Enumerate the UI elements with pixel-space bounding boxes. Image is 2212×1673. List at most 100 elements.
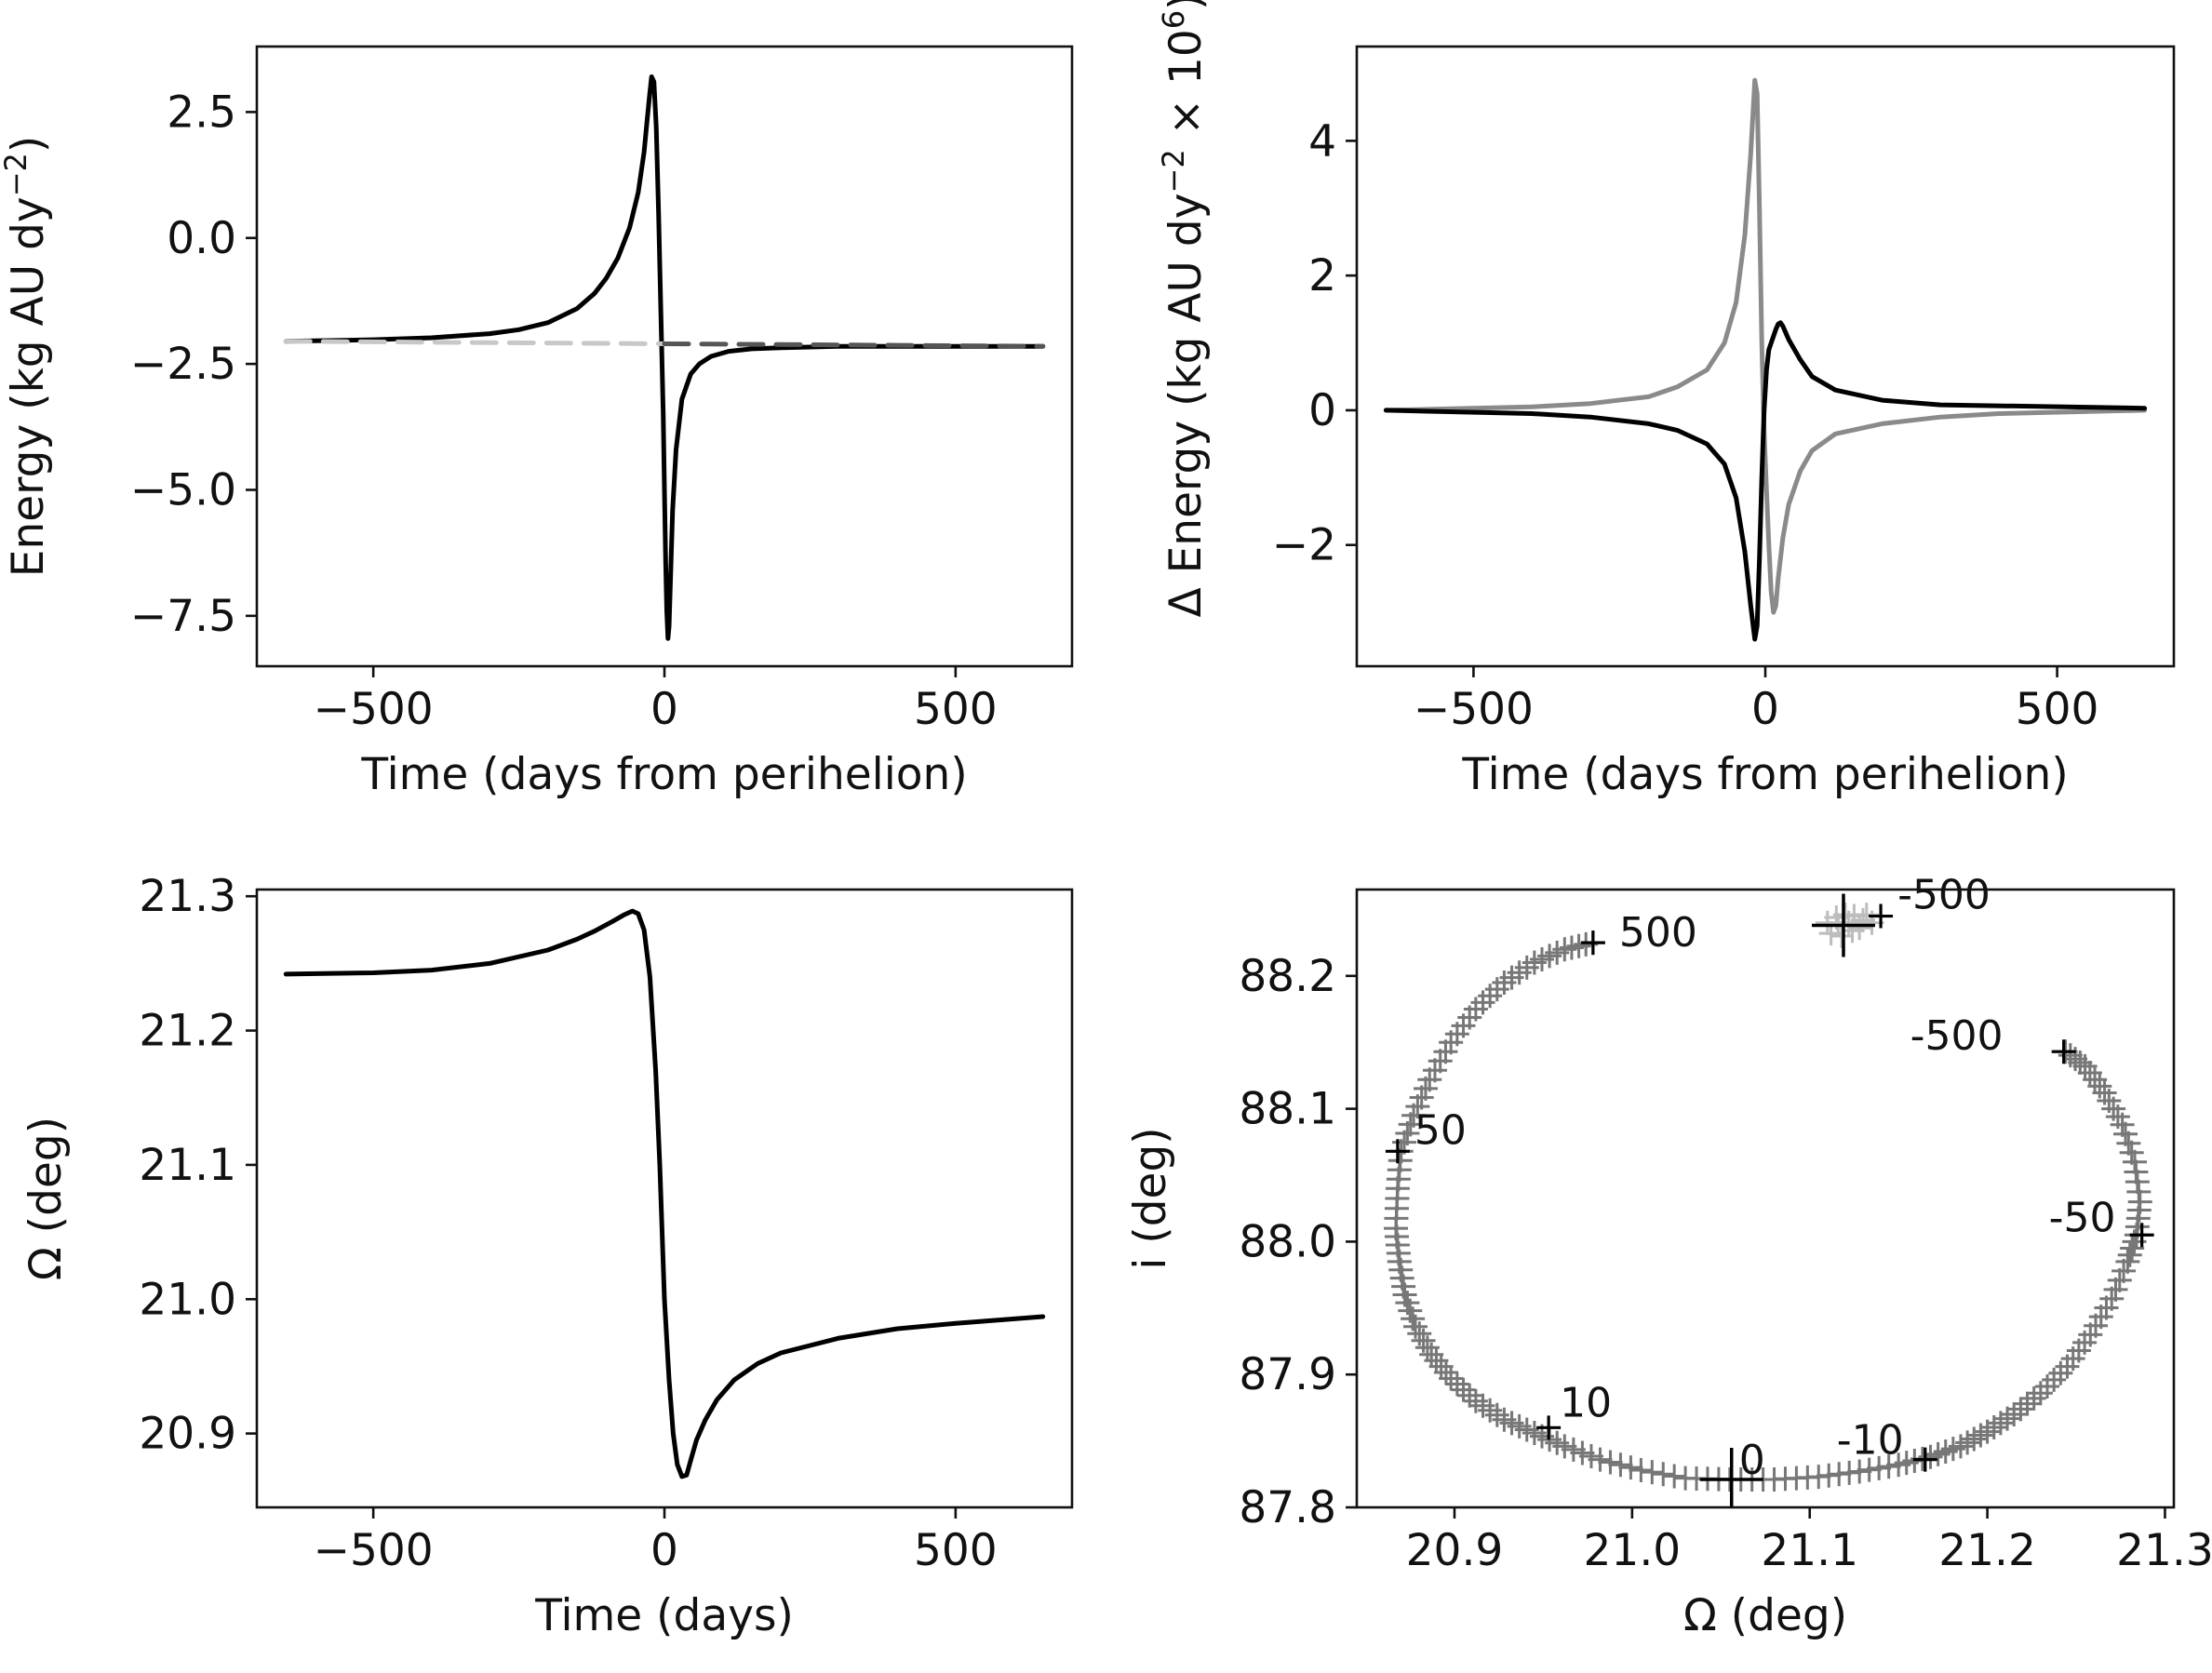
scatter-point bbox=[1536, 1415, 1562, 1440]
scatter-point bbox=[1559, 935, 1584, 960]
scatter-point bbox=[1640, 1460, 1665, 1485]
plot-area bbox=[283, 908, 1046, 1479]
y-tick-label: 87.8 bbox=[1239, 1482, 1336, 1533]
y-tick-label: 21.1 bbox=[139, 1140, 236, 1191]
y-axis-label-ylabel_mid: × 10 bbox=[1160, 29, 1212, 149]
annotation-label: 500 bbox=[1619, 909, 1697, 957]
scatter-point bbox=[1968, 1423, 1993, 1448]
annotation-label: -10 bbox=[1837, 1417, 1904, 1465]
scatter-point bbox=[1629, 1458, 1654, 1483]
scatter-point bbox=[2087, 1074, 2112, 1099]
x-tick-label: 500 bbox=[914, 684, 998, 735]
y-tick-label: −2 bbox=[1272, 520, 1336, 571]
series-delta-energy-0 bbox=[1383, 77, 2148, 615]
panel-omega-inclination: 500 -500 -500 50 -50 10 -10 0 20.9 21.0 21.1 21.2 21… bbox=[1125, 872, 2212, 1641]
y-tick-label: −5.0 bbox=[130, 464, 236, 515]
x-tick-label: 20.9 bbox=[1406, 1525, 1504, 1576]
x-tick-label: 500 bbox=[914, 1525, 998, 1576]
axes-frame bbox=[1355, 888, 2176, 1509]
scatter-point bbox=[1499, 965, 1524, 990]
x-tick-label: 21.2 bbox=[1938, 1525, 2036, 1576]
x-tick-label: −500 bbox=[314, 684, 434, 735]
annotation-label: 50 bbox=[1414, 1106, 1467, 1154]
y-tick-label: 21.3 bbox=[139, 871, 236, 922]
scatter-point bbox=[1578, 1444, 1603, 1469]
y-tick-label: 2 bbox=[1308, 250, 1336, 301]
x-tick-label: 0 bbox=[650, 1525, 678, 1576]
scatter-point bbox=[2117, 1242, 2142, 1267]
x-tick-label: 21.1 bbox=[1761, 1525, 1858, 1576]
panel-energy: −500 0 500 2.5 0.0 −2.5 −5.0 −7.5 Time (days fro… bbox=[0, 45, 1074, 800]
y-axis-label-ylabel_sup: −2 bbox=[0, 153, 34, 196]
y-tick-label: 88.2 bbox=[1239, 951, 1336, 1002]
scatter-point bbox=[1428, 1354, 1454, 1379]
scatter-point bbox=[1470, 990, 1495, 1015]
scatter-point bbox=[1981, 1414, 2006, 1439]
panel-delta-energy: −500 0 500 4 2 0 −2 Time (days from perihelion)… bbox=[1156, 0, 2176, 800]
scatter-point bbox=[1847, 916, 1872, 941]
y-tick-label: 87.9 bbox=[1239, 1349, 1336, 1400]
annotation-label: -500 bbox=[1897, 872, 1991, 919]
y-tick-label: −2.5 bbox=[130, 339, 236, 390]
scatter-point bbox=[1795, 1465, 1820, 1490]
scatter-point bbox=[1857, 1457, 1882, 1482]
scatter-point bbox=[2048, 1360, 2073, 1385]
series-omega-inclination-0 bbox=[1383, 930, 2152, 1492]
scatter-point bbox=[2051, 1039, 2076, 1064]
scatter-point bbox=[1995, 1406, 2020, 1431]
scatter-point bbox=[1391, 1274, 1416, 1299]
scatter-point bbox=[1940, 1437, 1965, 1462]
y-axis-label-ylabel: Δ Energy (kg AU dy bbox=[1160, 193, 1212, 617]
y-tick-label: 0 bbox=[1308, 385, 1336, 436]
y-axis-label: Energy (kg AU dy−2​) bbox=[0, 136, 54, 577]
scatter-point bbox=[2097, 1089, 2122, 1114]
x-tick-label: 0 bbox=[1751, 684, 1779, 735]
scatter-point bbox=[2112, 1121, 2138, 1146]
y-axis-label-ylabel: Energy (kg AU dy bbox=[3, 196, 54, 577]
annotation-label: -50 bbox=[2049, 1194, 2116, 1241]
scatter-point bbox=[1988, 1411, 2013, 1436]
y-axis-label-ylabel: Ω (deg) bbox=[20, 1117, 72, 1280]
scatter-point bbox=[1424, 1348, 1449, 1373]
y-tick-label: 88.1 bbox=[1239, 1084, 1336, 1135]
y-tick-label: 4 bbox=[1308, 115, 1336, 167]
scatter-point bbox=[1529, 946, 1554, 971]
scatter-point bbox=[1836, 910, 1861, 935]
scatter-point bbox=[2002, 1402, 2027, 1427]
annotation-label: 0 bbox=[1739, 1437, 1765, 1484]
y-axis-label-ylabel_tail: ) bbox=[3, 136, 54, 153]
y-axis-label: i (deg) bbox=[1125, 1127, 1176, 1269]
scatter-point bbox=[1837, 1460, 1862, 1485]
y-axis-label-ylabel: i (deg) bbox=[1125, 1127, 1176, 1269]
series-omega-time-0 bbox=[283, 908, 1046, 1479]
scatter-point bbox=[1869, 903, 1894, 929]
y-tick-label: 21.0 bbox=[139, 1274, 236, 1325]
y-tick-label: −7.5 bbox=[130, 591, 236, 642]
scatter-point bbox=[1962, 1426, 1987, 1452]
scatter-point bbox=[2124, 1159, 2149, 1184]
series-omega-inclination-2 bbox=[1385, 903, 2154, 1472]
scatter-point bbox=[1439, 1366, 1464, 1391]
scatter-point bbox=[2083, 1067, 2108, 1092]
scatter-point bbox=[1386, 1240, 1411, 1265]
series-omega-inclination-3 bbox=[1699, 893, 1875, 1507]
y-tick-label: 88.0 bbox=[1239, 1216, 1336, 1267]
scatter-point bbox=[1433, 1360, 1458, 1385]
scatter-point bbox=[1598, 1450, 1623, 1475]
annotation-label: 10 bbox=[1560, 1379, 1612, 1426]
scatter-point bbox=[1955, 1430, 1980, 1455]
scatter-point bbox=[2111, 1258, 2137, 1283]
plot-area bbox=[1383, 893, 2154, 1507]
scatter-point bbox=[2072, 1330, 2098, 1355]
x-axis-label: Time (days from perihelion) bbox=[1461, 749, 2068, 800]
x-tick-label: −500 bbox=[314, 1525, 434, 1576]
x-tick-label: −500 bbox=[1414, 684, 1534, 735]
scatter-point bbox=[2094, 1295, 2119, 1320]
panel-omega-time: −500 0 500 21.3 21.2 21.1 21.0 20.9 Time (days) Ω… bbox=[20, 871, 1074, 1641]
scatter-point bbox=[1608, 1452, 1633, 1478]
scatter-point bbox=[1385, 1139, 1410, 1164]
series-energy-1-b bbox=[662, 341, 1046, 349]
x-axis-label: Time (days) bbox=[534, 1590, 794, 1641]
scatter-point bbox=[1451, 1377, 1476, 1402]
